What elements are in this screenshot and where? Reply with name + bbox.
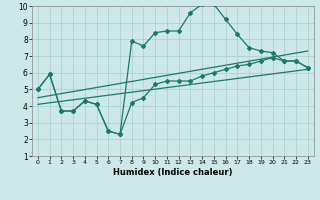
X-axis label: Humidex (Indice chaleur): Humidex (Indice chaleur): [113, 168, 233, 177]
